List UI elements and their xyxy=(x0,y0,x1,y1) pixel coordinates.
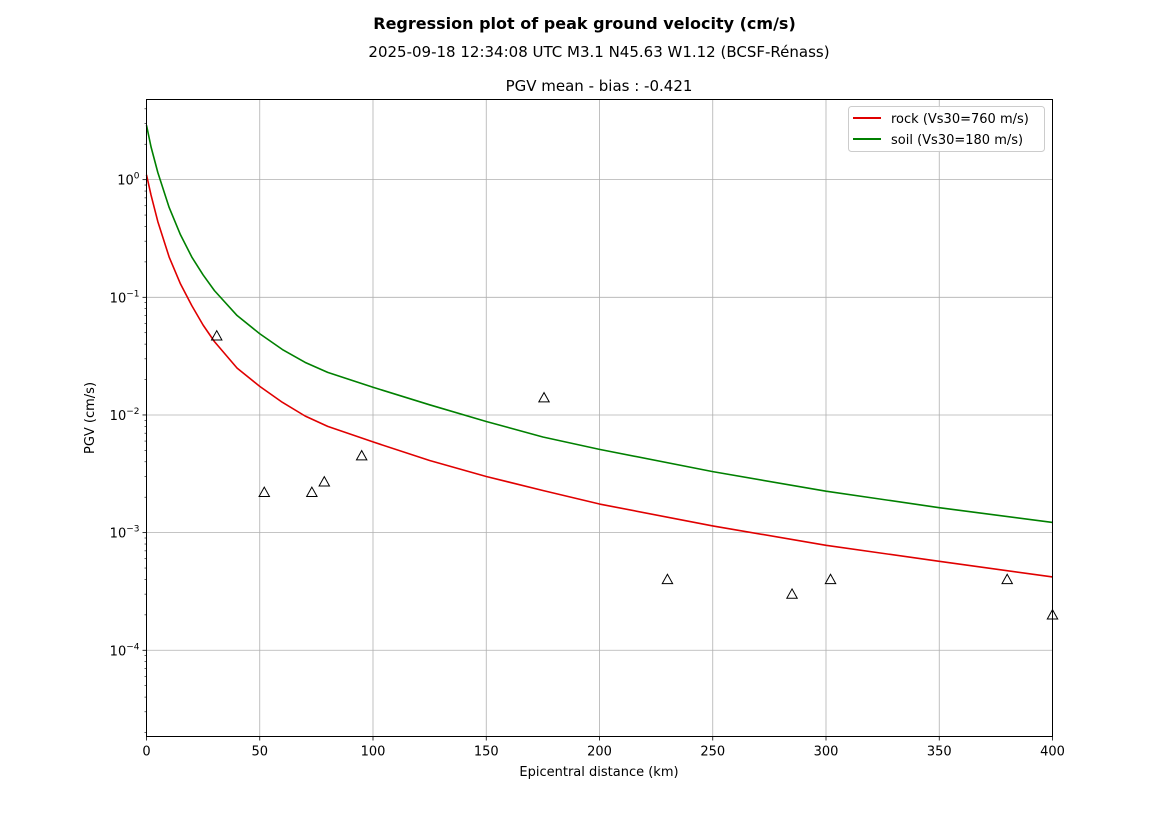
y-tick-exponent: −2 xyxy=(126,407,139,417)
grid-lines xyxy=(146,99,1053,737)
legend-label-soil: soil (Vs30=180 m/s) xyxy=(891,133,1023,148)
y-tick-base: 10 xyxy=(110,527,127,542)
series-line-rock xyxy=(145,174,1053,578)
observation-point xyxy=(355,449,368,461)
y-tick-exponent: −4 xyxy=(126,642,140,652)
observation-point xyxy=(258,486,271,497)
series-line-soil xyxy=(145,125,1053,524)
observations-layer xyxy=(210,329,1059,620)
x-tick-label: 100 xyxy=(361,745,386,760)
x-tick-label: 200 xyxy=(587,745,612,760)
y-tick-label: 10−3 xyxy=(110,525,140,542)
y-tick-label: 100 xyxy=(117,172,140,189)
chart-subtitle: 2025-09-18 12:34:08 UTC M3.1 N45.63 W1.1… xyxy=(368,43,829,61)
observation-point xyxy=(318,475,331,487)
observation-point xyxy=(210,329,223,341)
legend: rock (Vs30=760 m/s) soil (Vs30=180 m/s) xyxy=(848,106,1045,152)
x-tick-label: 0 xyxy=(142,745,150,760)
y-tick-label: 10−2 xyxy=(110,407,140,424)
legend-box xyxy=(848,106,1045,152)
x-tick-label: 150 xyxy=(474,745,499,760)
x-tick-label: 250 xyxy=(700,745,725,760)
y-tick-base: 10 xyxy=(117,174,134,189)
y-tick-base: 10 xyxy=(110,291,127,306)
axes-title: PGV mean - bias : -0.421 xyxy=(506,77,693,95)
x-axis-label: Epicentral distance (km) xyxy=(519,765,678,780)
y-tick-label: 10−1 xyxy=(110,289,140,306)
observation-point xyxy=(537,391,551,403)
y-tick-exponent: −3 xyxy=(126,525,139,535)
y-tick-base: 10 xyxy=(110,644,127,659)
observation-point xyxy=(785,587,799,599)
chart-title: Regression plot of peak ground velocity … xyxy=(373,14,796,33)
y-axis-label: PGV (cm/s) xyxy=(83,382,98,454)
observation-point xyxy=(1001,573,1014,585)
x-tick-label: 50 xyxy=(251,745,268,760)
y-tick-exponent: −1 xyxy=(126,289,139,299)
y-tick-exponent: 0 xyxy=(134,172,140,182)
observation-point xyxy=(305,486,318,497)
x-axis-ticks: 0 50 100 150 200 250 300 350 400 xyxy=(142,736,1065,760)
observation-point xyxy=(824,573,837,585)
y-tick-label: 10−4 xyxy=(110,642,140,659)
observation-point xyxy=(661,573,674,585)
x-tick-label: 350 xyxy=(927,745,952,760)
legend-label-rock: rock (Vs30=760 m/s) xyxy=(891,112,1029,127)
x-tick-label: 300 xyxy=(814,745,839,760)
x-tick-label: 400 xyxy=(1040,745,1065,760)
series-layer xyxy=(145,125,1053,578)
y-tick-base: 10 xyxy=(110,409,127,424)
